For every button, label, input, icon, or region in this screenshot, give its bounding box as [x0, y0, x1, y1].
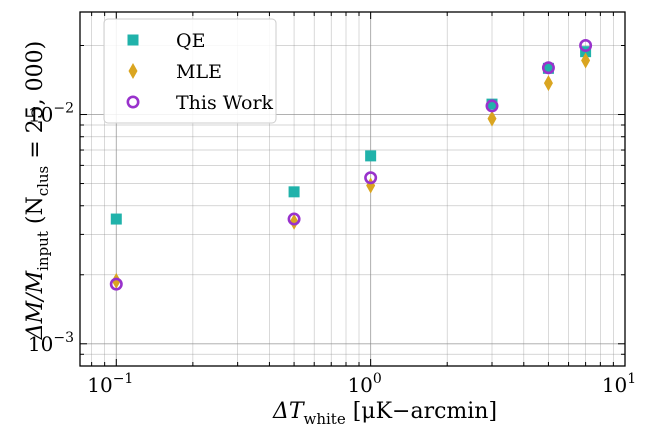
data-point [366, 177, 376, 194]
data-point [579, 39, 593, 53]
data-point [485, 99, 499, 113]
y-tick-label: 10−2 [28, 101, 74, 127]
legend: QE MLE This Work [103, 18, 277, 124]
x-tick-label: 101 [602, 371, 636, 397]
data-point [111, 272, 121, 289]
data-point [541, 61, 555, 75]
legend-label: This Work [176, 92, 274, 114]
data-point [543, 75, 553, 92]
data-point [542, 62, 554, 74]
legend-marker-qe [127, 34, 139, 46]
x-tick-label: 10−1 [87, 371, 133, 397]
data-point [487, 110, 497, 127]
data-point [288, 186, 300, 198]
axis-ticks: 10−1 100 101 10−3 10−2 [28, 12, 636, 397]
x-tick-label: 100 [347, 371, 381, 397]
data-point [110, 213, 122, 225]
legend-box [103, 18, 277, 124]
data-point [289, 213, 299, 230]
x-axis-label: ΔTwhite [μK−arcmin] [272, 399, 497, 428]
data-point [365, 150, 377, 162]
series-mle [111, 52, 591, 289]
series-this-work [109, 39, 593, 291]
legend-marker-mle [128, 63, 138, 79]
legend-label: QE [176, 30, 205, 52]
data-point [287, 212, 301, 226]
data-point [109, 277, 123, 291]
legend-label: MLE [176, 61, 222, 83]
plot-frame [79, 11, 626, 367]
y-axis-label: ΔM/Minput (Nclus = 25, 000) [23, 41, 52, 340]
y-tick-label: 10−3 [28, 330, 74, 356]
data-series [109, 39, 593, 291]
data-point [581, 52, 591, 69]
data-point [364, 171, 378, 185]
legend-marker-this-work [126, 95, 140, 109]
data-point [486, 98, 498, 110]
